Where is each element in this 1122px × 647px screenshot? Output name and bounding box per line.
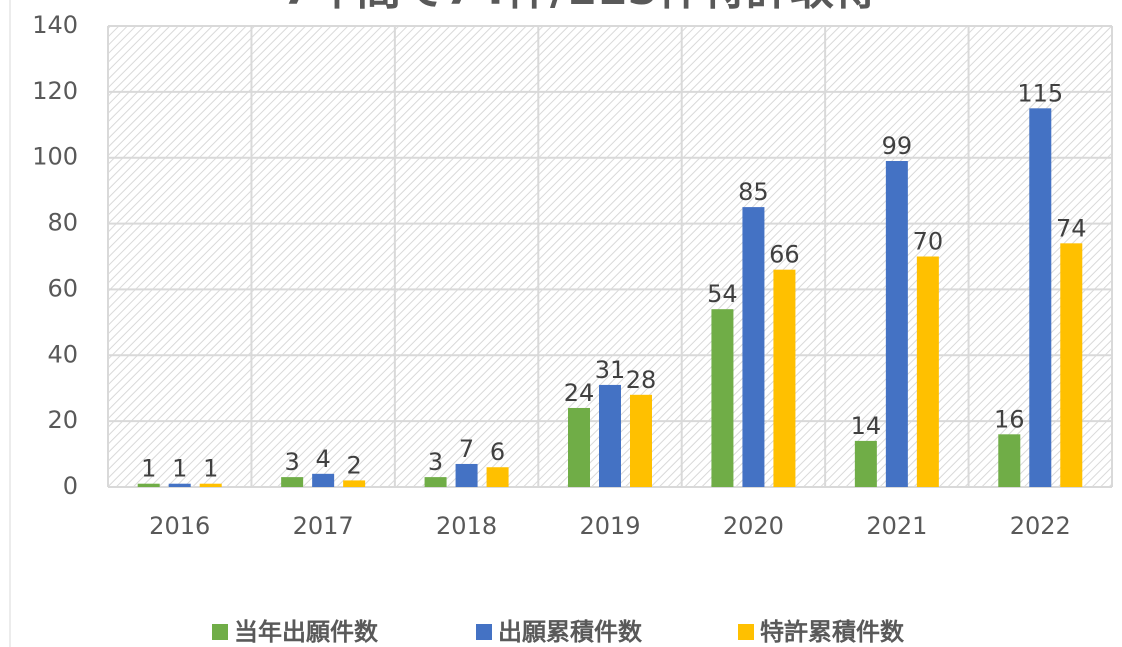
y-tick-label: 0 xyxy=(63,472,78,500)
bar xyxy=(711,309,734,487)
bar xyxy=(424,477,447,487)
bar xyxy=(998,434,1021,487)
bar xyxy=(773,269,796,487)
data-label: 1 xyxy=(203,455,218,483)
bar xyxy=(137,483,160,487)
bar xyxy=(885,161,908,487)
bar xyxy=(281,477,304,487)
data-label: 66 xyxy=(769,241,800,269)
data-label: 115 xyxy=(1017,79,1063,107)
x-tick-label: 2020 xyxy=(723,512,784,540)
y-tick-label: 60 xyxy=(47,274,78,302)
bar xyxy=(742,207,765,487)
y-tick-label: 20 xyxy=(47,406,78,434)
data-label: 74 xyxy=(1056,214,1087,242)
legend-swatch xyxy=(212,624,228,640)
data-label: 1 xyxy=(141,455,156,483)
y-tick-label: 80 xyxy=(47,209,78,237)
chart-title: 7年間で74件/115件特許取得 xyxy=(282,0,878,15)
x-tick-label: 2016 xyxy=(149,512,210,540)
bar xyxy=(630,394,652,487)
bar xyxy=(168,483,191,487)
data-label: 3 xyxy=(428,448,443,476)
legend-label: 当年出願件数 xyxy=(234,618,379,646)
data-label: 1 xyxy=(172,455,187,483)
bar xyxy=(455,463,478,487)
data-label: 54 xyxy=(707,280,738,308)
y-tick-label: 140 xyxy=(32,11,78,39)
data-label: 28 xyxy=(626,366,657,394)
x-tick-label: 2018 xyxy=(436,512,497,540)
bar xyxy=(486,467,509,487)
data-label: 3 xyxy=(285,448,300,476)
legend-swatch xyxy=(476,624,492,640)
bar xyxy=(1060,243,1083,487)
data-label: 70 xyxy=(913,228,944,256)
bar xyxy=(199,483,222,487)
data-label: 31 xyxy=(595,356,626,384)
data-label: 6 xyxy=(490,438,505,466)
x-tick-label: 2022 xyxy=(1010,512,1071,540)
data-label: 14 xyxy=(851,412,882,440)
data-label: 7 xyxy=(459,435,474,463)
bar xyxy=(1029,108,1052,488)
data-label: 16 xyxy=(994,405,1025,433)
y-tick-label: 40 xyxy=(47,340,78,368)
data-label: 24 xyxy=(564,379,595,407)
data-label: 2 xyxy=(347,451,362,479)
bar xyxy=(854,440,877,487)
x-tick-label: 2017 xyxy=(293,512,354,540)
data-label: 85 xyxy=(738,178,769,206)
x-tick-label: 2019 xyxy=(579,512,640,540)
bar xyxy=(568,407,590,487)
x-tick-label: 2021 xyxy=(866,512,927,540)
legend-swatch xyxy=(738,624,754,640)
bar xyxy=(312,473,335,487)
legend-label: 特許累積件数 xyxy=(760,618,905,646)
y-tick-label: 120 xyxy=(32,77,78,105)
data-label: 99 xyxy=(882,132,913,160)
bar xyxy=(916,256,939,487)
y-tick-label: 100 xyxy=(32,143,78,171)
bar xyxy=(343,480,366,487)
data-label: 4 xyxy=(316,445,331,473)
legend-label: 出願累積件数 xyxy=(498,618,643,646)
bar xyxy=(599,384,621,487)
